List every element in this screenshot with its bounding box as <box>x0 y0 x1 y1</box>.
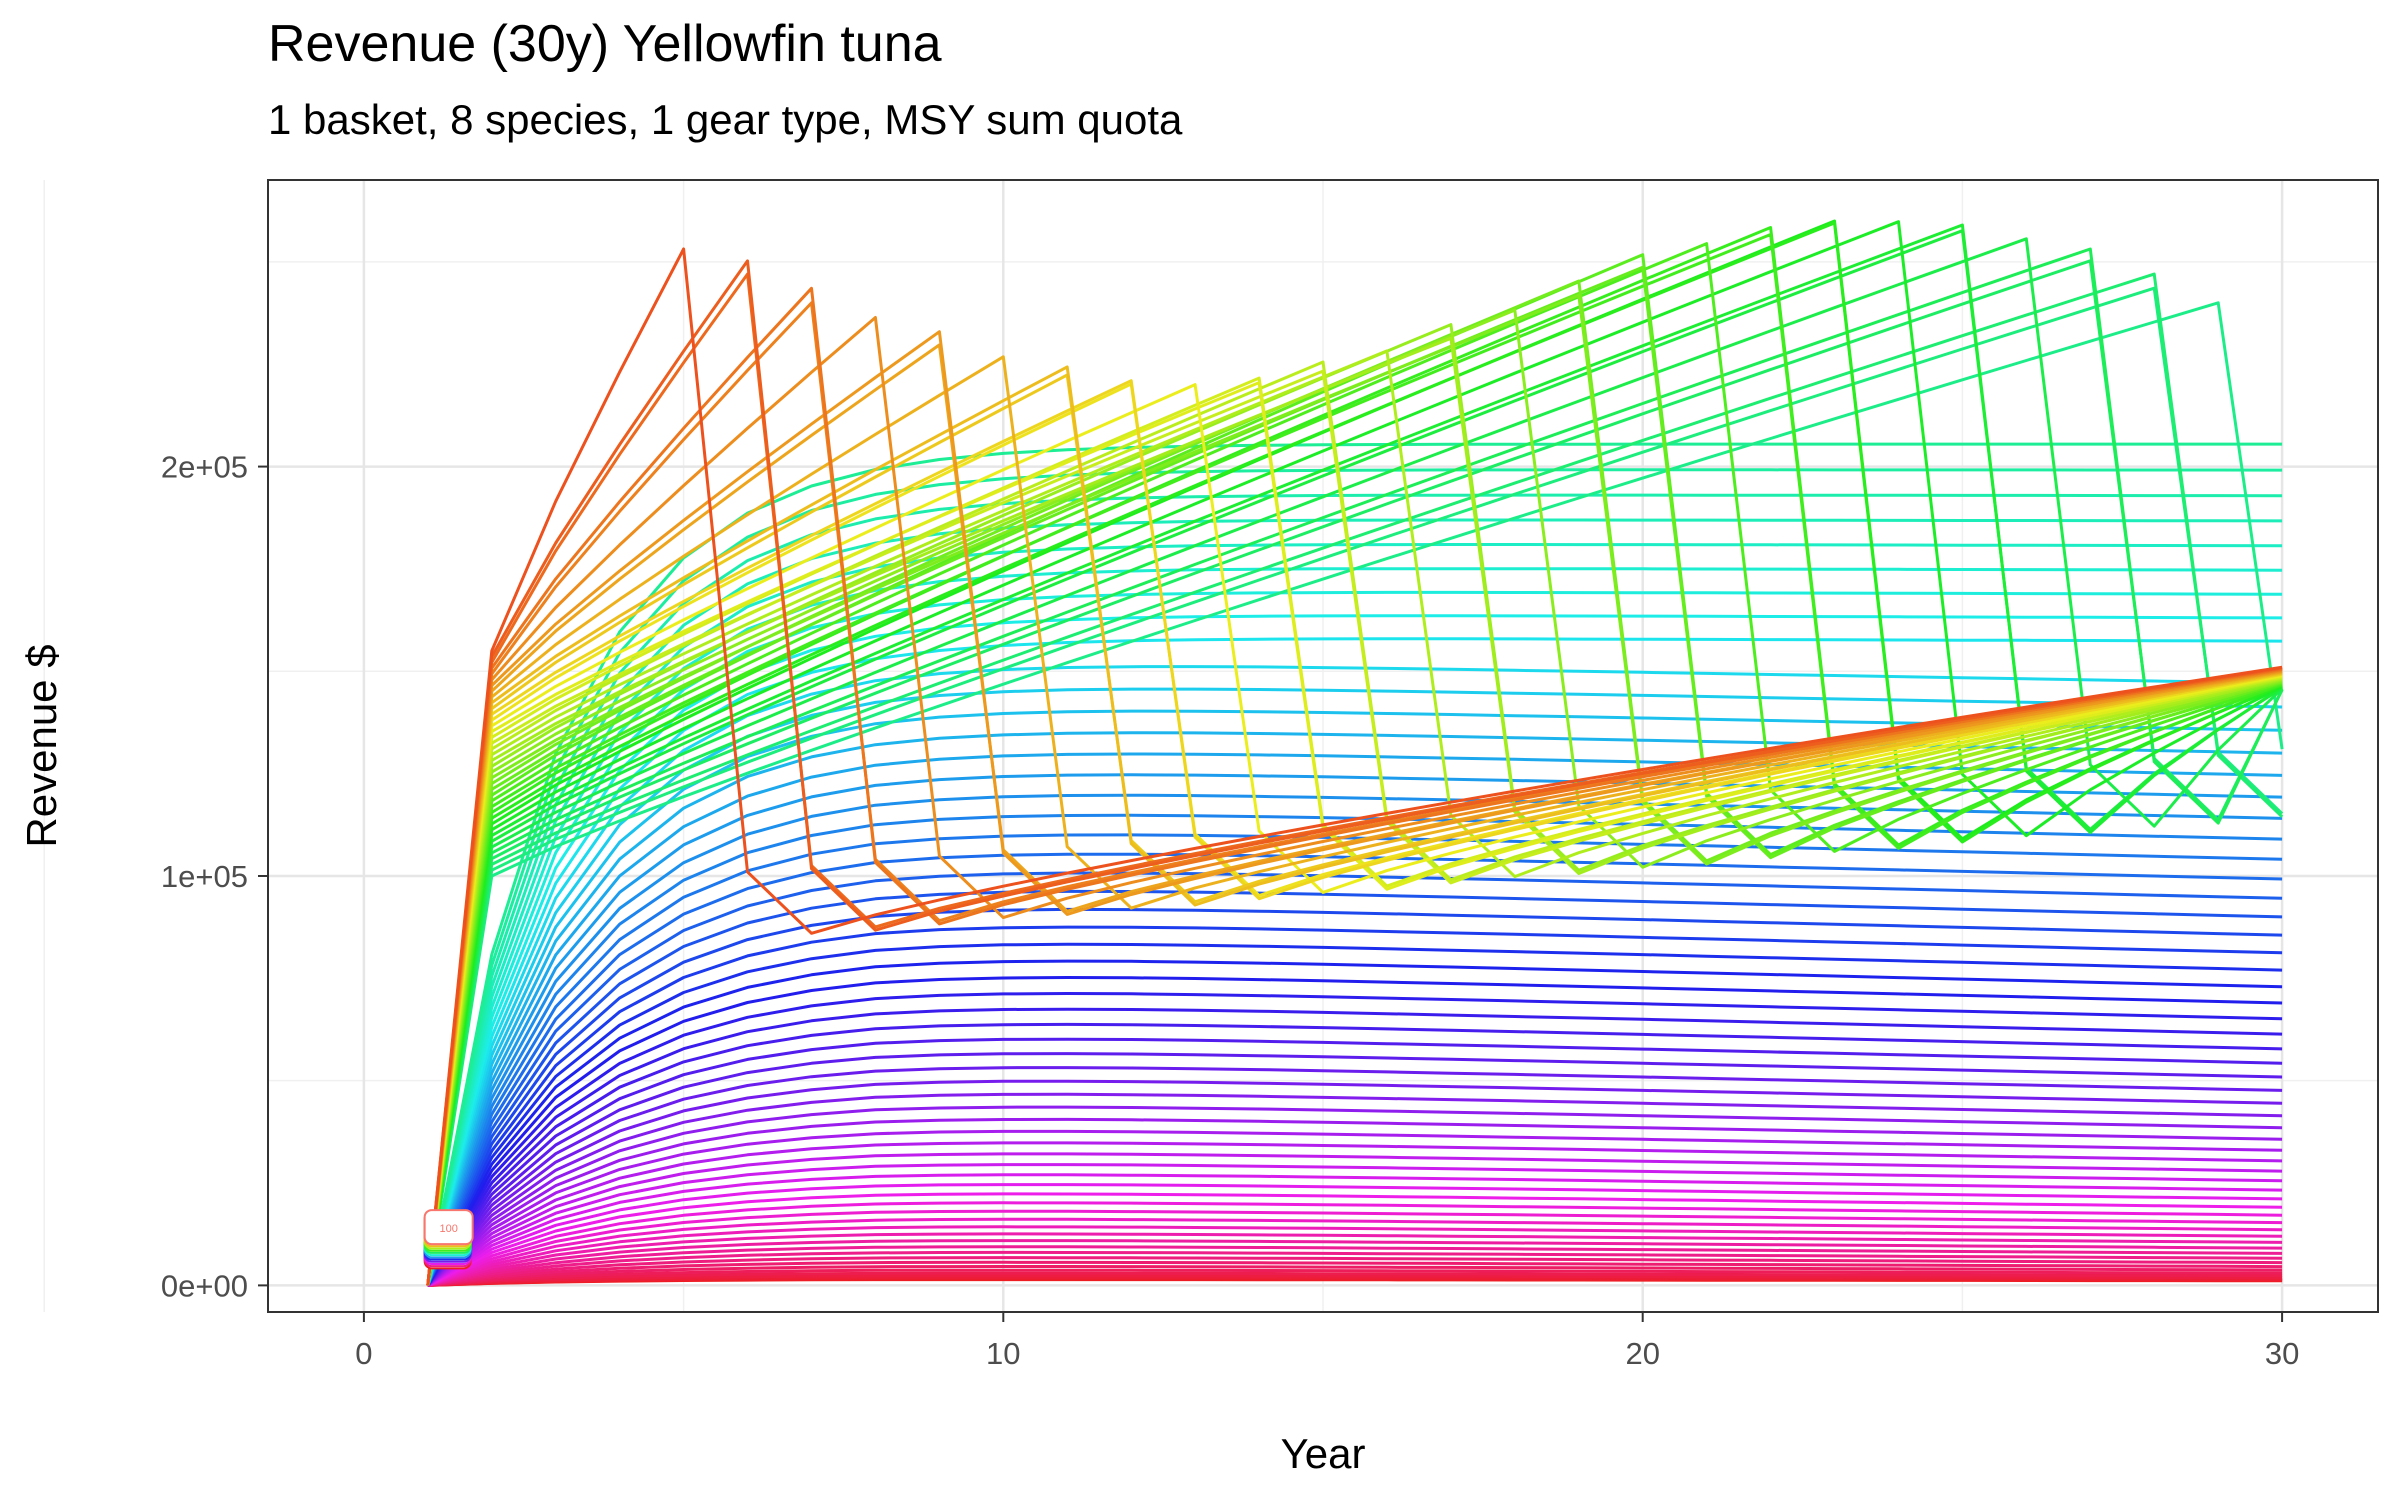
series-line <box>426 925 2283 1287</box>
series-line <box>426 259 2283 1286</box>
series-line <box>426 468 2283 1286</box>
series-line <box>426 1117 2283 1287</box>
series-line <box>426 379 2283 1286</box>
end-labels: 100 <box>423 1209 474 1270</box>
series-line <box>427 1260 2283 1287</box>
y-tick-label: 0e+00 <box>161 1268 248 1303</box>
series-line <box>426 665 2283 1286</box>
chart-subtitle: 1 basket, 8 species, 1 gear type, MSY su… <box>268 96 1183 143</box>
series-line <box>426 942 2283 1287</box>
series-line <box>427 1173 2283 1287</box>
series-line <box>426 1079 2283 1287</box>
series-line <box>426 1092 2283 1287</box>
series-line <box>426 247 2284 1286</box>
series-line <box>426 976 2283 1287</box>
series-line <box>426 959 2283 1287</box>
series-line <box>426 259 2284 1286</box>
series-line <box>426 1105 2283 1287</box>
series-line <box>426 1141 2283 1287</box>
series-line <box>426 226 2283 1286</box>
series-line <box>426 233 2283 1286</box>
series-line <box>427 1265 2283 1287</box>
series-line <box>426 223 2283 1286</box>
series-line <box>426 543 2283 1286</box>
series-line <box>427 1250 2283 1287</box>
series-line <box>427 1271 2283 1287</box>
series-line <box>427 1209 2283 1287</box>
series-line <box>426 793 2283 1286</box>
series-line <box>427 1268 2283 1287</box>
series-line <box>426 907 2283 1287</box>
series-line <box>426 237 2284 1286</box>
series-line <box>426 1066 2283 1287</box>
series-line <box>427 1183 2283 1287</box>
series-line <box>426 871 2283 1286</box>
x-tick-label: 20 <box>1625 1336 1659 1371</box>
series-line <box>426 369 2283 1286</box>
series-line <box>426 330 2283 1286</box>
series-line <box>426 493 2283 1286</box>
x-tick-label: 0 <box>355 1336 372 1371</box>
y-tick-label: 2e+05 <box>161 450 248 485</box>
series-line <box>426 833 2283 1286</box>
chart-title: Revenue (30y) Yellowfin tuna <box>268 15 942 73</box>
x-axis-title: Year <box>1281 1430 1366 1477</box>
series-line <box>426 220 2283 1286</box>
series-line <box>426 1163 2283 1287</box>
series-line <box>426 992 2283 1287</box>
series-line <box>426 1152 2283 1287</box>
series-line <box>427 1276 2283 1287</box>
series-line <box>426 889 2283 1286</box>
series-lines <box>426 219 2284 1287</box>
series-line <box>426 286 2283 1286</box>
series-line <box>427 1274 2283 1287</box>
axes: 0 10 20 30 0e+00 1e+05 2e+05 <box>161 450 2299 1371</box>
series-line <box>427 1239 2283 1287</box>
y-axis-title: Revenue $ <box>18 644 65 847</box>
series-line <box>427 1232 2283 1287</box>
series-line <box>426 1129 2283 1287</box>
series-line <box>426 336 2283 1286</box>
series-line <box>427 1256 2283 1287</box>
series-line <box>426 1052 2283 1287</box>
series-line <box>426 242 2283 1286</box>
series-line <box>426 518 2283 1286</box>
end-label-box <box>423 1209 474 1246</box>
end-label-text: 100 <box>439 1223 457 1235</box>
series-line <box>427 1225 2283 1287</box>
y-tick-label: 1e+05 <box>161 859 248 894</box>
series-line <box>426 383 2283 1286</box>
series-line <box>426 349 2283 1286</box>
series-line <box>426 316 2283 1286</box>
series-line <box>426 247 2283 1286</box>
series-line <box>427 1245 2283 1287</box>
series-line <box>426 1022 2283 1287</box>
series-line <box>426 637 2283 1286</box>
series-line <box>427 1201 2283 1287</box>
x-tick-label: 30 <box>2265 1336 2299 1371</box>
series-line <box>426 1007 2283 1287</box>
series-line <box>426 293 2283 1286</box>
series-line <box>426 355 2283 1286</box>
series-line <box>426 365 2283 1286</box>
x-tick-label: 10 <box>986 1336 1020 1371</box>
series-line <box>426 1037 2283 1287</box>
series-line <box>427 1217 2283 1287</box>
series-line <box>427 1192 2283 1287</box>
series-line <box>426 221 2283 1286</box>
panel-border <box>267 179 2379 1313</box>
